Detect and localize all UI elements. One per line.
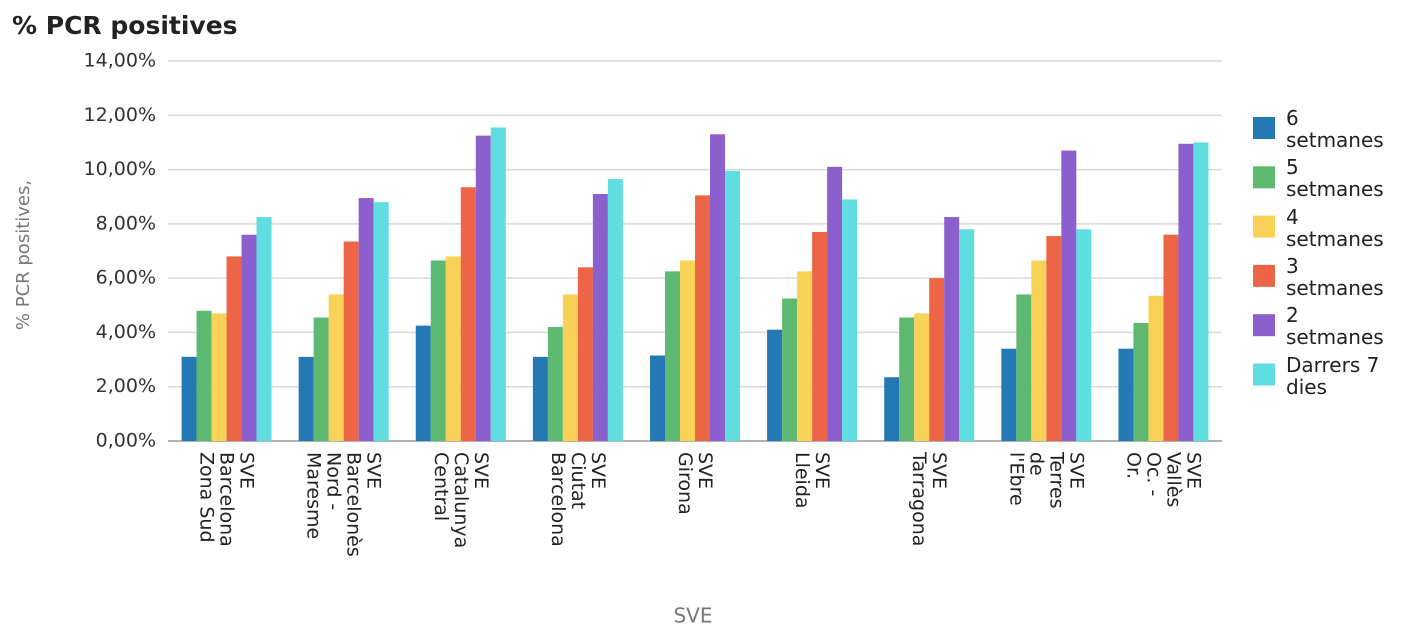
bar: [211, 313, 227, 441]
bar: [884, 377, 900, 441]
bar: [607, 179, 623, 442]
legend-label: 4 setmanes: [1286, 204, 1384, 251]
bar: [710, 134, 725, 442]
bar: [899, 317, 915, 441]
bar: [1133, 322, 1149, 441]
bar: [767, 329, 783, 441]
bar: [358, 198, 374, 441]
y-tick-label: 6,00%: [96, 267, 156, 289]
legend-swatch: [1253, 117, 1275, 139]
bar: [343, 241, 359, 441]
bar: [241, 234, 257, 441]
bar: [650, 355, 665, 441]
x-tick-label: SVE Tarragona: [908, 452, 951, 547]
y-axis-title: % PCR positives,: [13, 180, 34, 330]
bar: [1001, 348, 1017, 441]
y-tick-label: 14,00%: [84, 50, 156, 72]
bar: [1046, 236, 1062, 441]
bar: [577, 267, 593, 441]
bar: [475, 135, 491, 441]
bar: [313, 317, 329, 441]
bar: [298, 356, 314, 441]
bar: [547, 327, 563, 441]
legend-label: Darrers 7 dies: [1286, 352, 1380, 399]
x-tick-label: SVE Girona: [674, 452, 716, 515]
bar: [256, 217, 272, 441]
x-tick-label: SVE Barcelonès Nord - Maresme: [302, 452, 385, 557]
bar: [1076, 229, 1092, 441]
bar: [695, 195, 710, 441]
bar: [415, 325, 431, 441]
bar: [725, 170, 740, 441]
y-tick-label: 12,00%: [84, 104, 156, 126]
bar: [827, 166, 843, 441]
bar: [782, 298, 798, 441]
legend-swatch: [1253, 264, 1275, 287]
bar: [196, 310, 212, 441]
bar: [1031, 260, 1047, 441]
bar: [914, 313, 930, 441]
x-axis-title: SVE: [673, 604, 712, 626]
bar: [373, 202, 389, 441]
bar: [959, 229, 975, 441]
y-tick-label: 0,00%: [96, 430, 156, 452]
bar: [944, 217, 960, 441]
bar: [1163, 234, 1179, 441]
chart-title: % PCR positives: [12, 11, 238, 40]
bar: [592, 194, 608, 441]
bar: [1016, 294, 1032, 441]
legend-swatch: [1253, 166, 1275, 189]
y-tick-label: 2,00%: [96, 375, 156, 397]
bar: [226, 256, 242, 441]
bar: [665, 271, 680, 441]
bar: [1061, 150, 1077, 442]
bar: [445, 256, 461, 441]
x-tick-label: SVE Ciutat Barcelona: [546, 452, 609, 547]
bar: [328, 294, 344, 441]
bar: [1193, 142, 1209, 441]
bar: [1148, 295, 1164, 441]
y-tick-label: 8,00%: [96, 212, 156, 234]
bar: [797, 271, 813, 441]
x-tick-label: SVE Lleida: [791, 452, 834, 509]
legend-swatch: [1253, 314, 1275, 337]
legend-swatch: [1253, 363, 1275, 386]
bar: [562, 294, 578, 441]
legend-label: 5 setmanes: [1286, 155, 1384, 202]
bar: [812, 232, 828, 441]
x-tick-label: SVE Barcelona Zona Sud: [195, 452, 258, 547]
bar: [1118, 348, 1134, 441]
x-tick-label: SVE Terres de l'Ebre: [1005, 452, 1088, 509]
bar: [181, 356, 197, 441]
legend-label: 6 setmanes: [1286, 106, 1384, 152]
legend-swatch: [1253, 215, 1275, 238]
x-tick-label: SVE Catalunya Central: [429, 452, 492, 549]
bar: [1178, 143, 1194, 442]
bar: [929, 278, 945, 441]
bar: [680, 260, 695, 441]
legend-label: 3 setmanes: [1286, 253, 1384, 300]
x-tick-label: SVE Vallès Oc. - Or.: [1122, 452, 1205, 508]
y-tick-label: 4,00%: [96, 321, 156, 343]
bar: [490, 127, 506, 441]
y-tick-label: 10,00%: [84, 158, 156, 180]
bar: [430, 260, 446, 441]
bar: [842, 199, 858, 441]
bar: [460, 187, 476, 441]
bar: [532, 356, 548, 441]
legend-label: 2 setmanes: [1286, 303, 1384, 350]
